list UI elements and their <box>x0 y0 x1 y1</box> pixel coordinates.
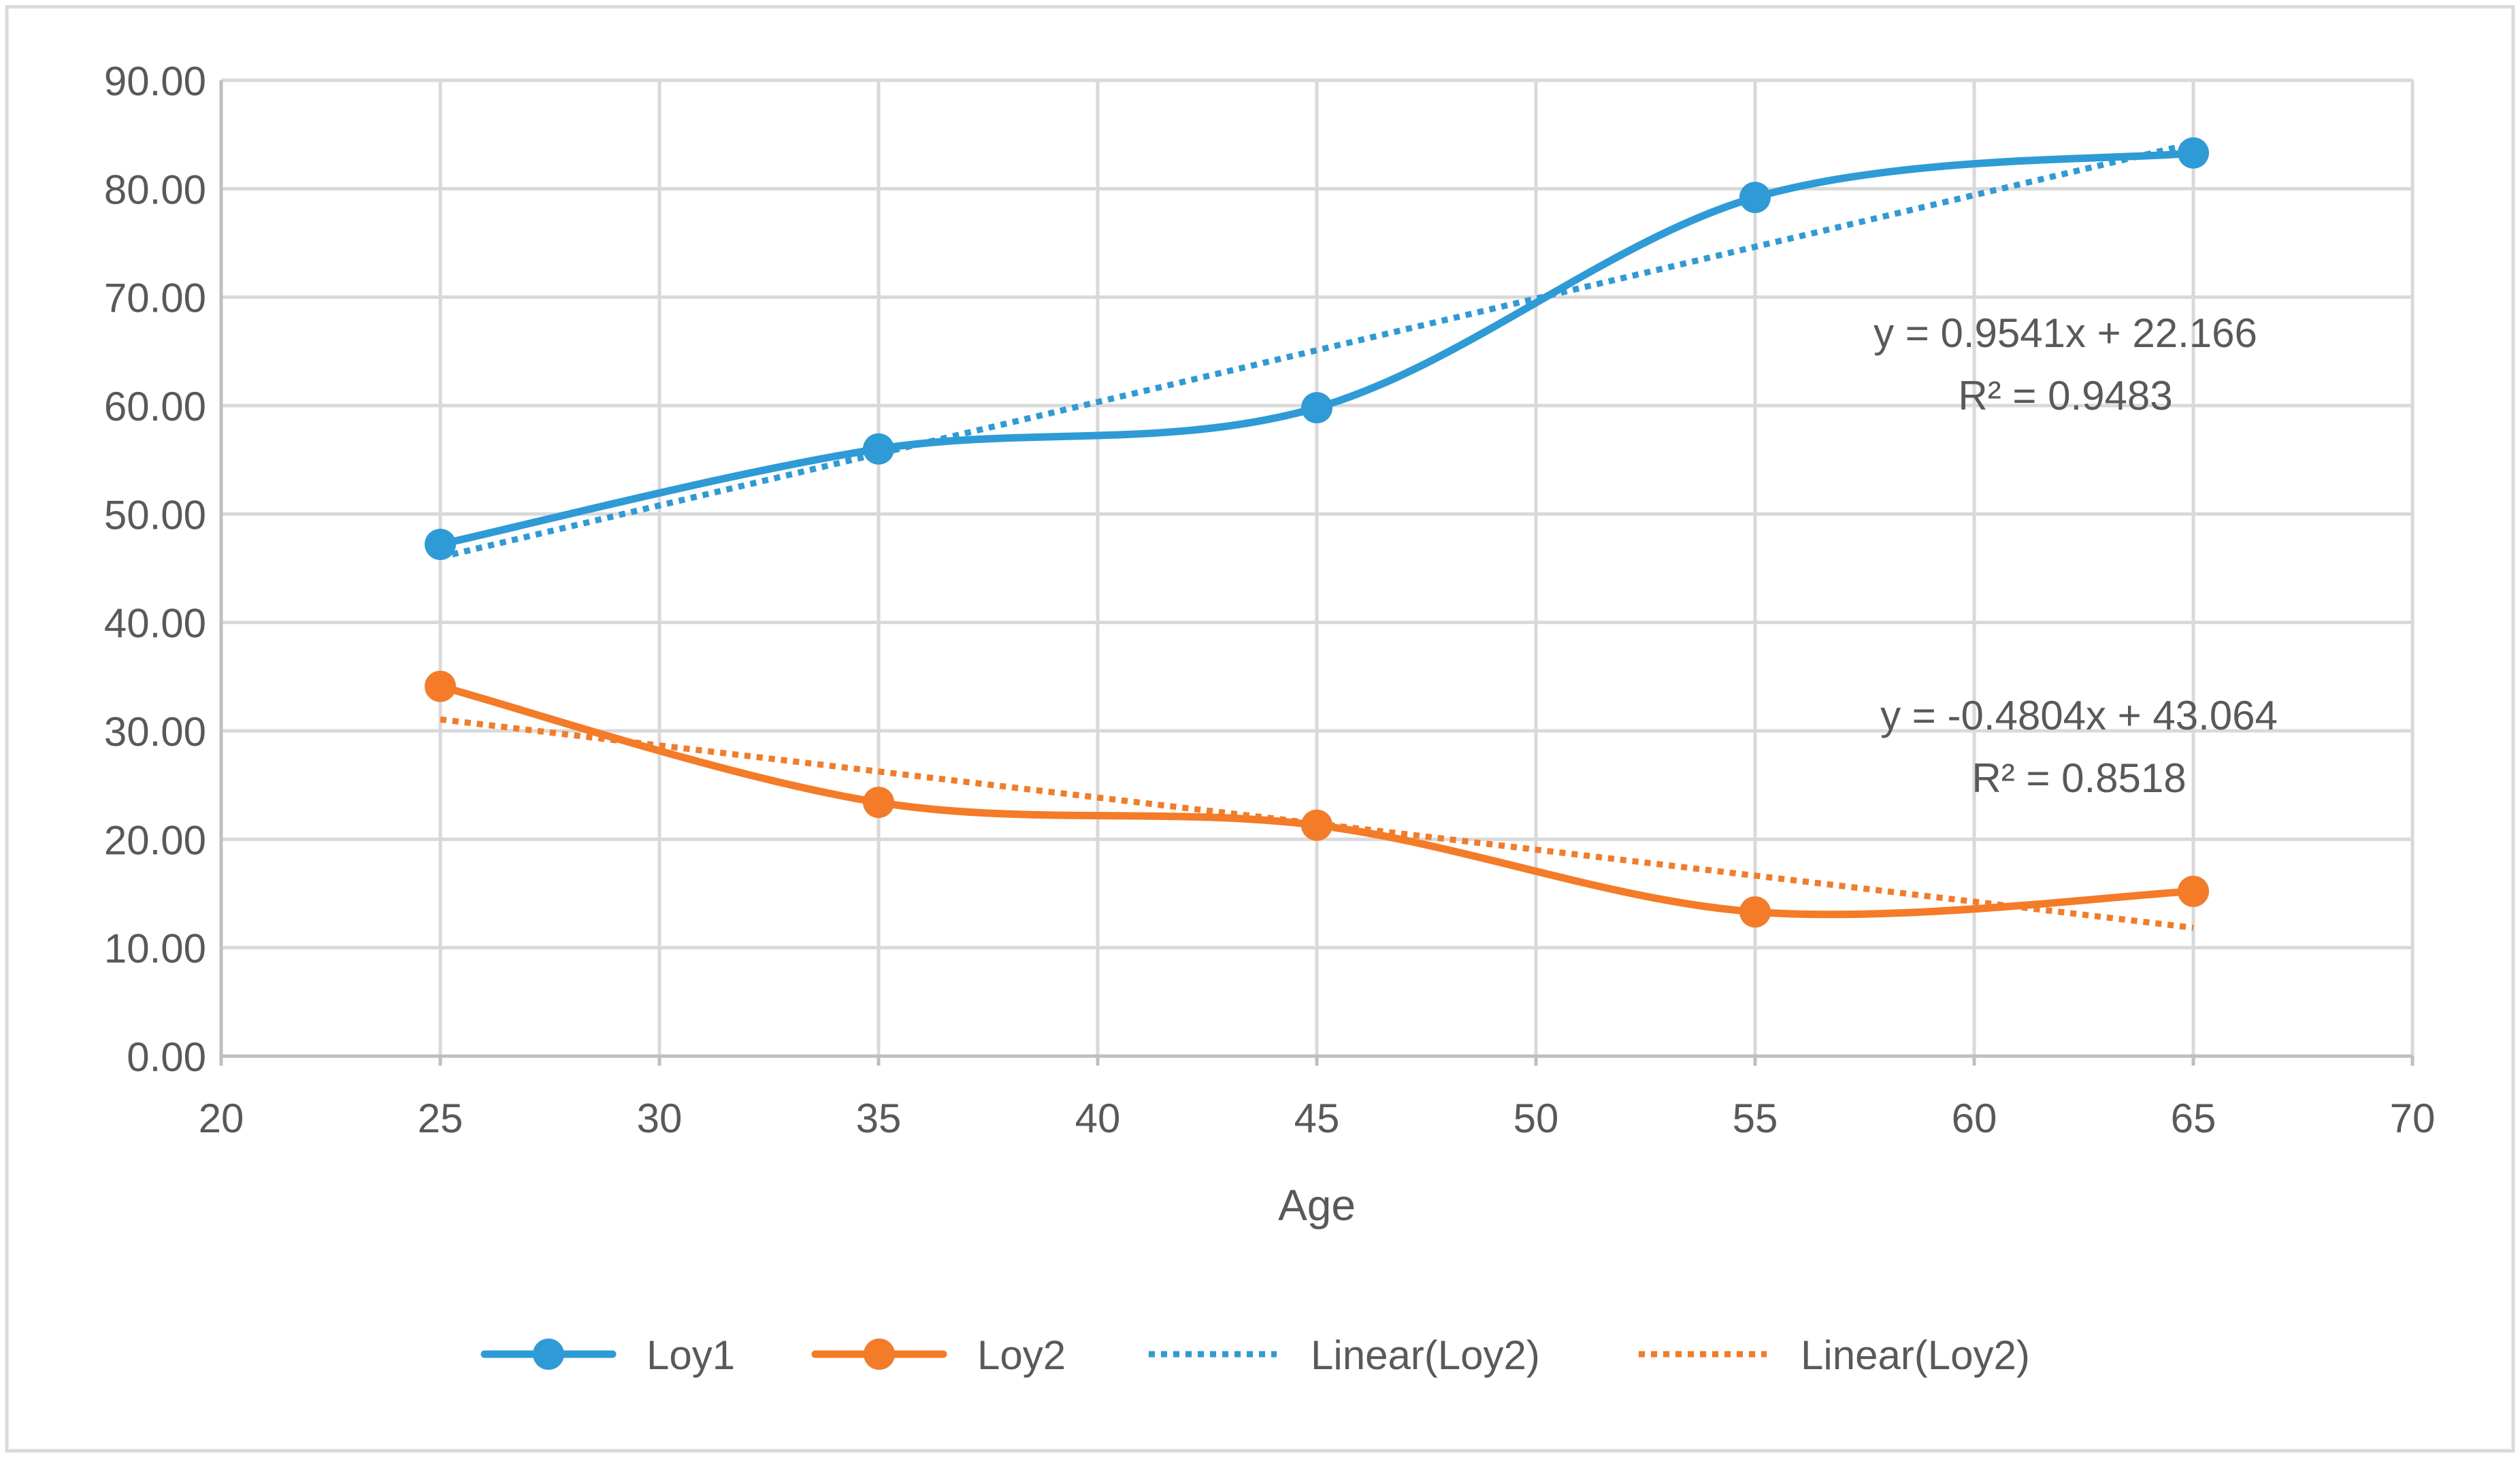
axes <box>219 80 2415 1066</box>
data-series <box>425 137 2209 928</box>
x-tick-label: 35 <box>856 1096 902 1141</box>
x-tick-label: 70 <box>2390 1096 2436 1141</box>
x-tick-label: 30 <box>637 1096 683 1141</box>
x-tick-label: 40 <box>1075 1096 1121 1141</box>
data-point-loy2 <box>1301 809 1332 841</box>
data-point-loy2 <box>2178 875 2209 907</box>
y-tick-label: 90.00 <box>104 59 206 104</box>
trendline-annotations: y = 0.9541x + 22.166 R² = 0.9483 y = -0.48… <box>1873 310 2278 801</box>
data-point-loy2 <box>425 670 456 702</box>
data-point-loy1 <box>2178 137 2209 169</box>
x-tick-label: 20 <box>199 1096 244 1141</box>
legend-item: Loy1 <box>480 1332 735 1378</box>
y-tick-label: 60.00 <box>104 384 206 429</box>
x-tick-label: 55 <box>1733 1096 1778 1141</box>
data-point-loy1 <box>1301 392 1332 424</box>
legend-label: Linear(Loy2) <box>1801 1332 2030 1378</box>
gridlines <box>221 78 2415 1056</box>
legend-item: Loy2 <box>811 1332 1066 1378</box>
x-tick-label: 25 <box>418 1096 463 1141</box>
y-tick-label: 70.00 <box>104 276 206 321</box>
trendline-equation: y = -0.4804x + 43.064 <box>1880 693 2278 738</box>
y-tick-label: 40.00 <box>104 601 206 646</box>
data-point-loy2 <box>863 787 894 819</box>
x-tick-label: 50 <box>1513 1096 1559 1141</box>
tick-labels: 0.00 10.00 20.00 30.00 40.00 50.00 60.00 70.00 8… <box>104 59 2436 1141</box>
data-point-loy1 <box>1739 182 1771 214</box>
y-tick-label: 80.00 <box>104 167 206 212</box>
legend-label: Loy1 <box>647 1332 735 1378</box>
y-tick-label: 20.00 <box>104 817 206 863</box>
legend-label: Linear(Loy2) <box>1311 1332 1540 1378</box>
legend: Loy1 Loy2 Linear(Loy2) Linear(Loy2) <box>480 1332 2030 1378</box>
legend-item: Linear(Loy2) <box>1149 1332 1540 1378</box>
legend-item: Linear(Loy2) <box>1639 1332 2030 1378</box>
y-tick-label: 30.00 <box>104 709 206 755</box>
y-tick-label: 10.00 <box>104 926 206 972</box>
y-tick-label: 0.00 <box>127 1034 206 1080</box>
data-point-loy2 <box>1739 896 1771 928</box>
y-tick-label: 50.00 <box>104 492 206 538</box>
chart-border <box>5 5 2515 1453</box>
x-tick-label: 60 <box>1952 1096 1997 1141</box>
legend-marker <box>864 1339 895 1370</box>
data-point-loy1 <box>863 433 894 465</box>
x-tick-label: 65 <box>2171 1096 2216 1141</box>
x-axis-title: Age <box>1278 1181 1356 1230</box>
trendline-r-squared: R² = 0.8518 <box>1971 755 2186 801</box>
x-tick-label: 45 <box>1294 1096 1340 1141</box>
trendline-r-squared: R² = 0.9483 <box>1958 373 2172 418</box>
data-point-loy1 <box>425 528 456 560</box>
legend-label: Loy2 <box>977 1332 1066 1378</box>
legend-marker <box>533 1339 564 1370</box>
trendline-equation: y = 0.9541x + 22.166 <box>1873 310 2257 356</box>
